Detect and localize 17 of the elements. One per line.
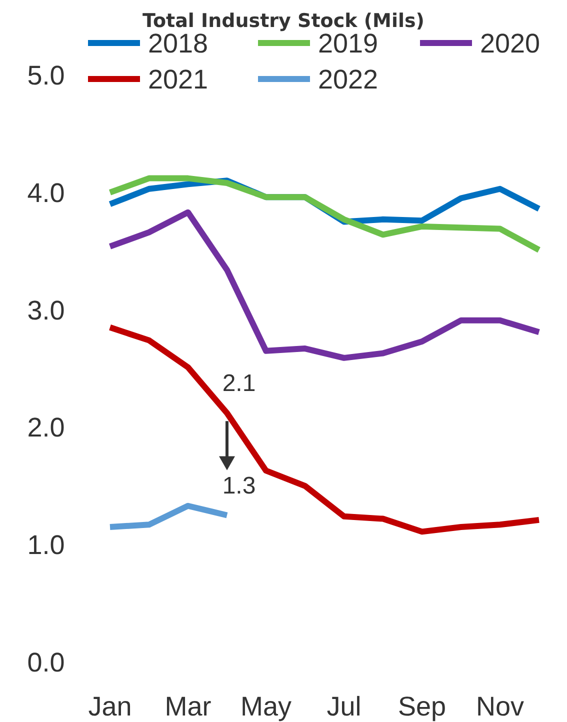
x-tick-label: Jan [88, 691, 132, 722]
x-tick-label: Nov [476, 691, 525, 722]
y-tick-label: 5.0 [27, 60, 65, 90]
legend-label: 2020 [480, 28, 540, 58]
y-tick-label: 0.0 [27, 647, 65, 678]
y-tick-label: 4.0 [27, 178, 65, 208]
data-label: 2.1 [222, 370, 256, 398]
x-tick-label: May [240, 691, 292, 722]
legend-label: 2021 [148, 64, 208, 94]
data-label: 1.3 [222, 472, 256, 500]
x-tick-label: Jul [326, 691, 362, 722]
y-tick-label: 1.0 [27, 530, 65, 560]
x-tick-label: Mar [164, 691, 212, 722]
y-tick-label: 2.0 [27, 412, 65, 443]
y-tick-label: 3.0 [27, 295, 65, 326]
x-tick-label: Sep [398, 691, 446, 722]
legend-label: 2022 [318, 64, 378, 94]
